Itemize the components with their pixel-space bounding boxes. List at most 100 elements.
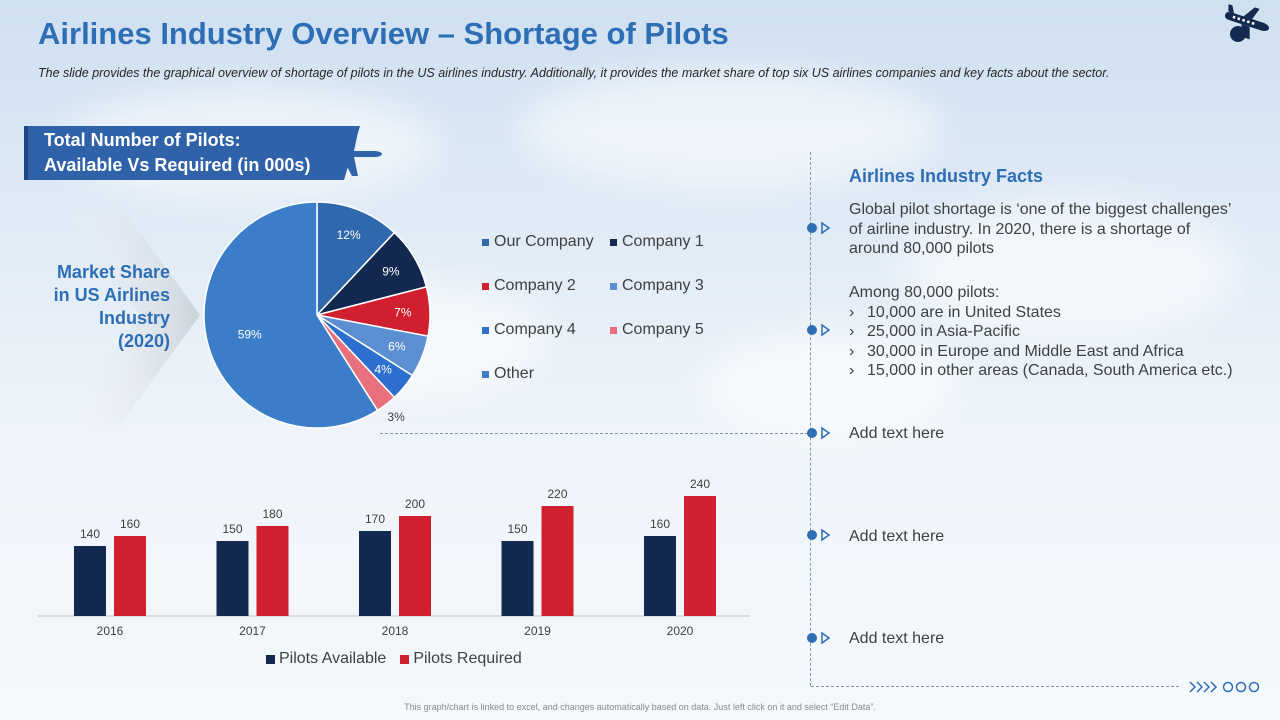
fact-shortage: Global pilot shortage is ‘one of the big… [849,200,1231,259]
pie-legend-item: Other [482,365,534,383]
market-share-label-line-3: Industry [98,308,170,328]
facts-title: Airlines Industry Facts [849,166,1044,186]
pie-data-label: 59% [238,328,262,342]
bar-data-label: 140 [80,527,100,541]
fact-breakdown-intro: Among 80,000 pilots: [849,284,1000,301]
market-share-label: Market Share in US Airlines Industry (20… [30,261,170,353]
pie-slice-other[interactable] [203,201,379,429]
list-item-text: 25,000 in Asia-Pacific [867,323,1020,340]
banner-title-line-2: Available Vs Required (in 000s) [44,155,311,175]
bar-data-label: 180 [262,507,282,521]
bar-pilots-available[interactable] [359,531,391,616]
pie-legend-item: Company 1 [610,233,704,251]
pie-data-label: 4% [374,363,392,377]
timeline-bullet-icon [807,631,831,645]
banner-shape [24,126,382,180]
list-item: › 15,000 in other areas (Canada, South Am… [849,361,1233,381]
divider-chart-separator [380,433,808,434]
timeline-bullet-icon [807,426,831,440]
legend-label: Other [494,365,535,382]
bar-pilots-required[interactable] [541,506,574,616]
legend-swatch [482,238,489,246]
pie-legend-item: Company 3 [610,277,704,295]
x-tick-label: 2016 [97,624,124,638]
list-item-text: 30,000 in Europe and Middle East and Afr… [867,342,1184,360]
legend-swatch [482,326,489,334]
background-cloud [520,70,940,190]
legend-label: Our Company [494,233,594,250]
legend-swatch [610,326,617,334]
bar-pilots-available[interactable] [644,536,676,616]
page-title: Airlines Industry Overview – Shortage of… [38,16,729,51]
timeline-bullet-icon [807,323,831,337]
bar-pilots-required[interactable] [399,516,431,616]
banner-title-line-1: Total Number of Pilots: [44,130,241,150]
x-tick-label: 2020 [667,624,694,638]
chevron-right-icon: › [849,342,855,360]
fact-breakdown: Among 80,000 pilots: › 10,000 are in Unit… [849,283,1233,381]
market-share-pie-chart[interactable]: 12% 9% 7% 6% 4% 3% 59% [190,195,480,435]
bar-pilots-available[interactable] [501,541,534,616]
legend-label: Company 5 [622,321,704,338]
legend-label: Company 3 [622,277,704,294]
placeholder-text-1[interactable]: Add text here [849,425,945,442]
bar-data-label: 150 [507,522,527,536]
chevron-right-icon: › [849,362,855,379]
legend-label: Company 4 [494,321,576,338]
chevron-shape [60,205,200,425]
placeholder-text-3[interactable]: Add text here [849,630,945,647]
list-item: › 25,000 in Asia-Pacific [849,322,1233,342]
legend-label: Pilots Required [413,650,522,667]
bar-pilots-required[interactable] [684,496,716,616]
legend-label: Pilots Available [279,650,387,667]
legend-swatch [610,282,617,290]
pilots-chart-banner: Total Number of Pilots: Available Vs Req… [24,124,384,187]
legend-label: Company 1 [622,233,704,250]
bar-pilots-available[interactable] [74,546,106,616]
background-cloud [900,200,1240,340]
bar-data-label: 150 [222,522,242,536]
footer-note: This graph/chart is linked to excel, and… [404,702,876,712]
airplane-logo-icon [1224,4,1270,42]
market-share-label-line-1: Market Share [56,262,170,282]
bar-data-label: 170 [365,512,385,526]
bar-data-label: 160 [120,517,140,531]
bar-legend-item: Pilots Required [400,650,522,668]
background-cloud [700,330,960,440]
legend-swatch [266,654,275,664]
pie-legend-item: Company 5 [610,321,704,339]
pie-legend-item: Company 2 [482,277,576,295]
x-tick-label: 2019 [524,624,551,638]
timeline-bullet-icon [807,221,831,235]
bar-pilots-required[interactable] [256,526,289,616]
legend-swatch [610,238,617,246]
pie-data-label: 6% [388,340,406,354]
chevron-right-icon: › [849,323,855,340]
pie-data-label: 3% [387,410,405,424]
pie-slice-our-company[interactable] [316,201,396,317]
list-item-text: 10,000 are in United States [867,303,1061,321]
bar-pilots-available[interactable] [216,541,249,616]
chevron-right-icon: › [849,303,855,321]
banner-title: Total Number of Pilots: Available Vs Req… [44,128,344,178]
pilots-bar-chart[interactable]: 140 160 2016 150 180 2017 170 200 2018 150 220 2019… [30,445,760,645]
legend-swatch [482,282,489,290]
bar-data-label: 220 [547,487,567,501]
market-share-label-line-4: (2020) [117,331,170,351]
timeline-bullet-icon [807,528,831,542]
bar-pilots-required[interactable] [114,536,146,616]
divider-bottom [811,686,1179,687]
placeholder-text-2[interactable]: Add text here [849,528,945,545]
bar-data-label: 160 [650,517,670,531]
pie-data-label: 12% [337,228,361,242]
pie-data-label: 9% [382,264,400,278]
list-item-text: 15,000 in other areas (Canada, South Ame… [867,362,1233,379]
bar-data-label: 240 [690,477,710,491]
fact-shortage-line-3: around 80,000 pilots [849,240,994,257]
legend-swatch [400,654,410,664]
airplane-icon [322,132,382,176]
list-item: › 10,000 are in United States [849,303,1233,323]
list-item: › 30,000 in Europe and Middle East and Af… [849,342,1233,362]
pie-legend-item: Our Company [482,233,594,251]
fact-breakdown-list: › 10,000 are in United States › 25,000 in … [849,303,1233,381]
